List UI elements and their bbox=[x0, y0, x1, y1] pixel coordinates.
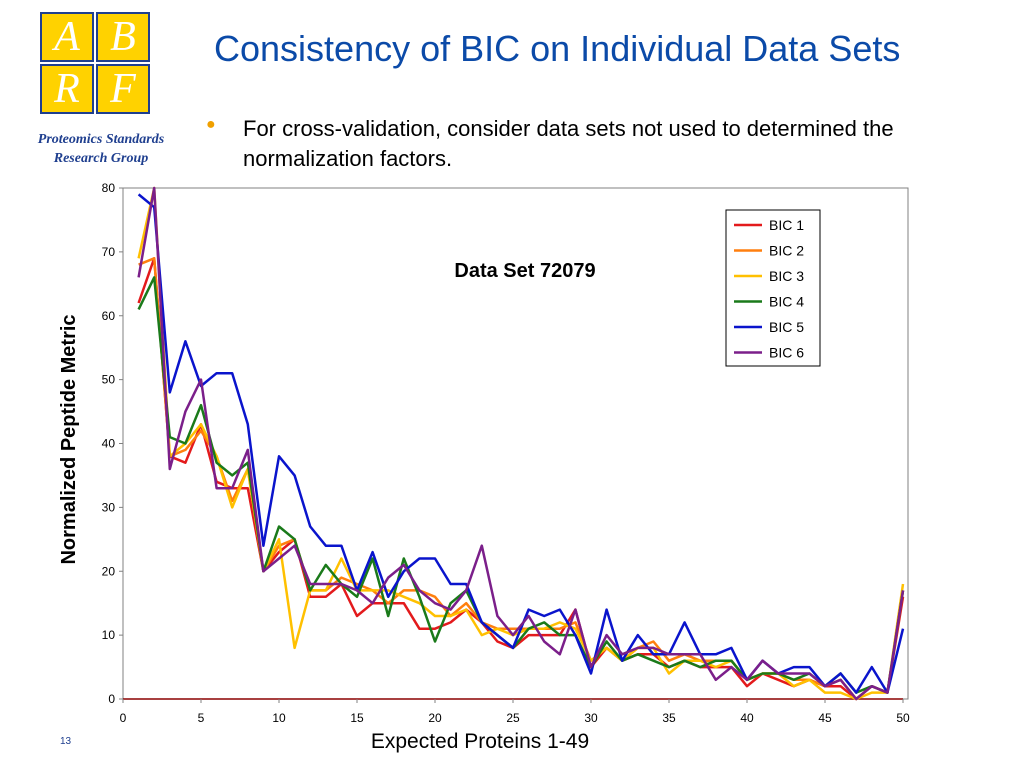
logo-subtitle-line2: Research Group bbox=[53, 151, 149, 166]
y-tick-label: 50 bbox=[102, 373, 116, 387]
logo-letter-b: B bbox=[96, 12, 150, 62]
x-tick-label: 20 bbox=[428, 711, 442, 725]
y-tick-label: 70 bbox=[102, 245, 116, 259]
x-axis-label: Expected Proteins 1-49 bbox=[370, 730, 590, 753]
legend-box bbox=[725, 209, 821, 367]
y-tick-label: 10 bbox=[102, 628, 116, 642]
y-tick-label: 60 bbox=[102, 309, 116, 323]
legend-label-bic-1: BIC 1 bbox=[769, 217, 804, 233]
y-tick-label: 40 bbox=[102, 437, 116, 451]
y-tick-label: 20 bbox=[102, 564, 116, 578]
series-line-bic-4 bbox=[137, 276, 905, 694]
x-tick-label: 45 bbox=[818, 711, 832, 725]
legend-label-bic-4: BIC 4 bbox=[769, 294, 804, 310]
legend-label-bic-3: BIC 3 bbox=[769, 268, 804, 284]
x-tick-label: 50 bbox=[896, 711, 910, 725]
logo-subtitle: Proteomics Standards Research Group bbox=[16, 130, 186, 168]
y-tick-label: 30 bbox=[102, 500, 116, 514]
bullet-text: For cross-validation, consider data sets… bbox=[243, 116, 894, 171]
x-tick-label: 15 bbox=[350, 711, 364, 725]
logo-subtitle-line1: Proteomics Standards bbox=[37, 132, 165, 147]
x-tick-label: 35 bbox=[662, 711, 676, 725]
logo-letter-r: R bbox=[40, 64, 94, 114]
bullet-icon: ● bbox=[206, 116, 216, 133]
y-axis-label: Normalized Peptide Metric bbox=[58, 314, 80, 564]
chart-title: Data Set 72079 bbox=[454, 260, 595, 282]
y-tick-label: 80 bbox=[102, 181, 116, 195]
logo-letter-a: A bbox=[40, 12, 94, 62]
x-tick-label: 40 bbox=[740, 711, 754, 725]
y-tick-label: 0 bbox=[108, 692, 115, 706]
x-tick-label: 10 bbox=[272, 711, 286, 725]
x-tick-label: 5 bbox=[198, 711, 205, 725]
legend-label-bic-5: BIC 5 bbox=[769, 319, 804, 335]
x-tick-label: 25 bbox=[506, 711, 520, 725]
x-tick-label: 0 bbox=[120, 711, 127, 725]
slide-number: 13 bbox=[60, 736, 72, 747]
x-tick-label: 30 bbox=[584, 711, 598, 725]
legend-label-bic-6: BIC 6 bbox=[769, 345, 804, 361]
abrf-logo: A B R F bbox=[40, 12, 154, 118]
slide-title: Consistency of BIC on Individual Data Se… bbox=[214, 28, 901, 69]
legend-label-bic-2: BIC 2 bbox=[769, 243, 804, 259]
logo-letter-f: F bbox=[96, 64, 150, 114]
series-line-bic-6 bbox=[137, 186, 905, 701]
